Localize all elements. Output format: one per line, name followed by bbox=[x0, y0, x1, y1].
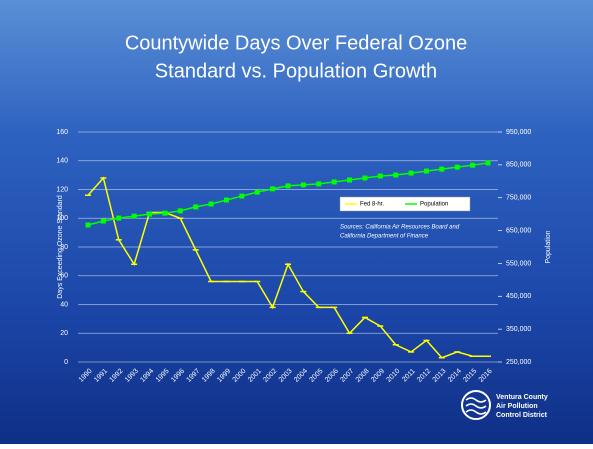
point bbox=[347, 177, 353, 183]
y-tick-label: 20 bbox=[60, 330, 68, 337]
point bbox=[300, 182, 306, 188]
point bbox=[423, 168, 429, 174]
y-tick-label: 40 bbox=[60, 301, 68, 308]
y2-tick-label: 450,000 bbox=[506, 293, 531, 300]
point bbox=[254, 189, 260, 195]
point bbox=[147, 211, 153, 217]
legend-label: Population bbox=[420, 202, 448, 208]
y-tick-label: 120 bbox=[56, 186, 68, 193]
logo-icon bbox=[461, 390, 491, 420]
y-axis-label: Days Exceeding Ozone Standard bbox=[57, 195, 64, 299]
legend-label: Fed 8-hr. bbox=[360, 202, 384, 208]
y2-tick-label: 550,000 bbox=[506, 260, 531, 267]
logo-text: Ventura County bbox=[496, 394, 548, 401]
point bbox=[177, 208, 183, 214]
y2-tick-label: 750,000 bbox=[506, 195, 531, 202]
annotation: Sources: California Air Resources Board … bbox=[340, 225, 460, 231]
point bbox=[270, 186, 276, 192]
logo-waves bbox=[465, 397, 487, 415]
title-line: Standard vs. Population Growth bbox=[155, 60, 437, 82]
logo: Ventura County Air Pollution Control Dis… bbox=[461, 390, 548, 420]
y2-tick-label: 350,000 bbox=[506, 326, 531, 333]
point bbox=[193, 204, 199, 210]
point bbox=[408, 170, 414, 176]
point bbox=[162, 210, 168, 216]
logo-text: Control District bbox=[496, 412, 548, 419]
y2-tick-label: 850,000 bbox=[506, 162, 531, 169]
y2-tick-label: 950,000 bbox=[506, 129, 531, 136]
point bbox=[100, 218, 106, 224]
logo-text: Air Pollution bbox=[496, 403, 538, 410]
point bbox=[393, 172, 399, 178]
point bbox=[331, 179, 337, 185]
y-tick-label: 140 bbox=[56, 158, 68, 165]
point bbox=[485, 160, 491, 166]
y-tick-label: 100 bbox=[56, 215, 68, 222]
point bbox=[439, 166, 445, 172]
y-tick-label: 80 bbox=[60, 244, 68, 251]
y2-tick-label: 650,000 bbox=[506, 227, 531, 234]
point bbox=[285, 183, 291, 189]
point bbox=[377, 173, 383, 179]
legend: Fed 8-hr. Population bbox=[339, 196, 471, 212]
point bbox=[131, 213, 137, 219]
y2-axis-label: Population bbox=[545, 230, 552, 263]
y2-tick-label: 250,000 bbox=[506, 359, 531, 366]
point bbox=[208, 201, 214, 207]
y-tick-label: 60 bbox=[60, 273, 68, 280]
point bbox=[223, 197, 229, 203]
y-tick-label: 0 bbox=[64, 359, 68, 366]
point bbox=[116, 215, 122, 221]
point bbox=[362, 175, 368, 181]
title-line: Countywide Days Over Federal Ozone bbox=[125, 32, 467, 54]
point bbox=[239, 193, 245, 199]
point bbox=[454, 164, 460, 170]
point bbox=[85, 222, 91, 228]
annotation: California Department of Finance bbox=[340, 234, 429, 240]
point bbox=[316, 181, 322, 187]
point bbox=[470, 162, 476, 168]
y-tick-label: 160 bbox=[56, 129, 68, 136]
